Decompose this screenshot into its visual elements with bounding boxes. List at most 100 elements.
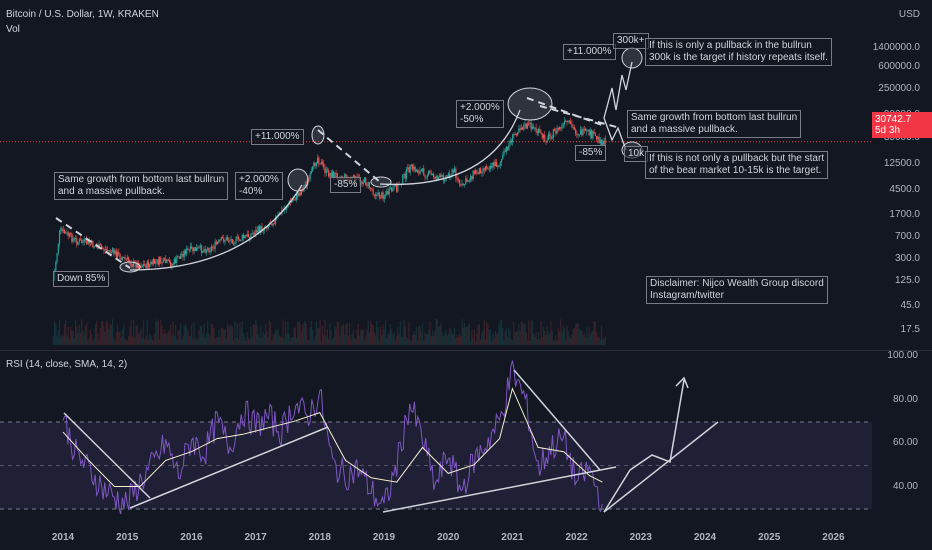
note-disclaimer[interactable]: Disclaimer: Nijco Wealth Group discord I… xyxy=(646,276,828,304)
volume-bar xyxy=(393,332,395,345)
ellipse-2021-top[interactable] xyxy=(507,87,553,121)
note-down85[interactable]: Down 85% xyxy=(53,271,110,287)
rsi-trend-projection[interactable] xyxy=(603,421,719,513)
volume-bar xyxy=(467,325,469,345)
note-pullback[interactable]: If this is only a pullback in the bullru… xyxy=(645,38,832,66)
arc-cycle-2019[interactable] xyxy=(379,109,521,186)
volume-bar xyxy=(220,328,222,345)
volume-bar xyxy=(58,319,61,345)
rsi-ma-line xyxy=(62,387,603,487)
rsi-tick-label: 80.00 xyxy=(892,393,918,405)
volume-bar xyxy=(357,324,359,345)
projection-bear[interactable] xyxy=(603,117,627,151)
rsi-trend-3[interactable] xyxy=(382,466,617,513)
volume-bar xyxy=(186,328,188,345)
rsi-trend-1[interactable] xyxy=(63,412,151,499)
time-tick-label: 2025 xyxy=(758,532,781,543)
volume-bar xyxy=(355,339,357,345)
volume-bar xyxy=(198,330,200,345)
projection-bull[interactable] xyxy=(603,61,633,119)
volume-bar xyxy=(493,337,495,345)
volume-bar xyxy=(141,337,143,345)
volume-bar xyxy=(600,325,603,345)
note-line: of the bear market 10-15k is the target. xyxy=(649,165,822,176)
rsi-trend-2[interactable] xyxy=(129,426,329,509)
volume-bar xyxy=(375,335,377,345)
volume-bar xyxy=(224,329,226,345)
arc-cycle-2015[interactable] xyxy=(129,184,303,271)
volume-bar xyxy=(79,333,82,345)
note-target-300k[interactable]: 300k+ xyxy=(613,33,649,49)
rsi-projection-path[interactable] xyxy=(603,379,685,513)
ellipse-2017-mid[interactable] xyxy=(287,168,309,192)
volume-bar xyxy=(268,320,271,345)
volume-bar xyxy=(188,335,190,345)
volume-bar xyxy=(444,332,446,345)
volume-bar xyxy=(199,325,201,345)
volume-bar xyxy=(195,340,198,345)
volume-bar xyxy=(163,329,166,345)
volume-bar xyxy=(170,324,172,345)
downtrend-2014[interactable] xyxy=(55,217,131,269)
volume-bar xyxy=(352,329,354,345)
note-bear[interactable]: If this is not only a pullback but the s… xyxy=(645,151,829,179)
volume-bar xyxy=(435,319,437,345)
volume-bar xyxy=(228,326,230,345)
note-same-growth-right[interactable]: Same growth from bottom last bullrun and… xyxy=(627,110,802,138)
volume-bar xyxy=(507,336,509,345)
rsi-trendlines[interactable] xyxy=(63,369,719,513)
volume-bar xyxy=(368,332,371,345)
volume-bar xyxy=(174,324,177,345)
volume-bar xyxy=(287,321,289,345)
volume-bar xyxy=(326,328,329,345)
volume-bar xyxy=(525,332,527,345)
volume-bar xyxy=(419,325,421,345)
note-line: 300k is the target if history repeats it… xyxy=(649,52,828,63)
volume-bar xyxy=(581,330,583,345)
drawing-projections[interactable] xyxy=(603,61,633,151)
volume-bar xyxy=(428,329,430,345)
volume-bar xyxy=(276,330,278,345)
volume-bar xyxy=(279,336,282,345)
time-tick-label: 2026 xyxy=(822,532,845,543)
volume-bar xyxy=(402,337,404,345)
rsi-trend-4[interactable] xyxy=(513,369,601,471)
volume-bar xyxy=(341,326,343,345)
volume-bar xyxy=(337,322,340,345)
volume-bar xyxy=(410,340,413,345)
note-plus2000-left[interactable]: +2.000% -40% xyxy=(235,172,283,200)
volume-bar xyxy=(549,333,551,345)
note-target-10k[interactable]: 10k xyxy=(624,146,649,162)
downtrend-2021b[interactable] xyxy=(539,105,621,129)
volume-bar xyxy=(492,332,494,345)
drawing-arcs[interactable] xyxy=(129,109,521,271)
ellipse-2017-top[interactable] xyxy=(311,125,325,145)
note-same-growth-left[interactable]: Same growth from bottom last bullrun and… xyxy=(54,172,229,200)
note-line: -40% xyxy=(239,186,263,197)
price-tick-label: 250000.0 xyxy=(878,82,920,94)
price-tick-label: 1700.0 xyxy=(889,208,920,220)
note-minus85-right[interactable]: -85% xyxy=(575,145,607,161)
drawing-ellipses[interactable] xyxy=(119,47,643,273)
volume-bar xyxy=(473,329,475,345)
drawing-downtrends[interactable] xyxy=(55,97,621,269)
volume-bar xyxy=(302,324,304,345)
volume-bar xyxy=(515,331,517,345)
ellipse-2019-bottom[interactable] xyxy=(370,176,392,188)
volume-bar xyxy=(386,338,388,345)
volume-bar xyxy=(118,332,120,345)
volume-bar xyxy=(216,337,219,345)
volume-bar xyxy=(324,319,326,345)
note-plus2000-right[interactable]: +2.000% -50% xyxy=(456,100,504,128)
ellipse-2015-bottom[interactable] xyxy=(119,261,141,273)
note-plus11000-right[interactable]: +11.000% xyxy=(563,44,616,60)
rsi-arrow-head[interactable] xyxy=(675,376,689,389)
volume-bar xyxy=(309,327,311,345)
downtrend-2018[interactable] xyxy=(317,129,381,183)
volume-bar xyxy=(439,326,441,345)
volume-bar xyxy=(370,320,372,345)
note-plus11000-left[interactable]: +11.000% xyxy=(251,129,304,145)
note-minus85-mid[interactable]: -85% xyxy=(330,177,362,193)
volume-bar xyxy=(389,324,392,345)
